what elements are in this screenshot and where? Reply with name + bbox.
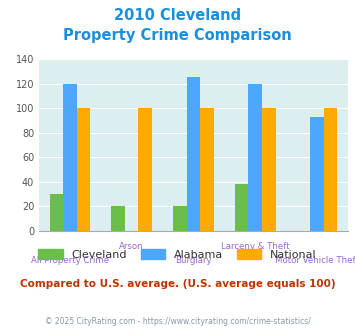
Bar xyxy=(248,84,262,231)
Text: Compared to U.S. average. (U.S. average equals 100): Compared to U.S. average. (U.S. average … xyxy=(20,279,335,289)
Bar xyxy=(111,207,125,231)
Text: 2010 Cleveland: 2010 Cleveland xyxy=(114,8,241,23)
Bar xyxy=(173,207,187,231)
Text: Burglary: Burglary xyxy=(175,256,212,265)
Text: All Property Crime: All Property Crime xyxy=(31,256,109,265)
Bar xyxy=(138,109,152,231)
Bar xyxy=(50,194,63,231)
Text: © 2025 CityRating.com - https://www.cityrating.com/crime-statistics/: © 2025 CityRating.com - https://www.city… xyxy=(45,317,310,326)
Bar xyxy=(262,109,275,231)
Bar xyxy=(324,109,337,231)
Bar xyxy=(77,109,90,231)
Bar xyxy=(63,84,77,231)
Text: Larceny & Theft: Larceny & Theft xyxy=(221,242,290,251)
Bar xyxy=(200,109,214,231)
Bar xyxy=(235,184,248,231)
Legend: Cleveland, Alabama, National: Cleveland, Alabama, National xyxy=(34,244,321,264)
Text: Property Crime Comparison: Property Crime Comparison xyxy=(63,28,292,43)
Bar xyxy=(310,117,324,231)
Text: Arson: Arson xyxy=(119,242,144,251)
Text: Motor Vehicle Theft: Motor Vehicle Theft xyxy=(275,256,355,265)
Bar xyxy=(187,77,200,231)
